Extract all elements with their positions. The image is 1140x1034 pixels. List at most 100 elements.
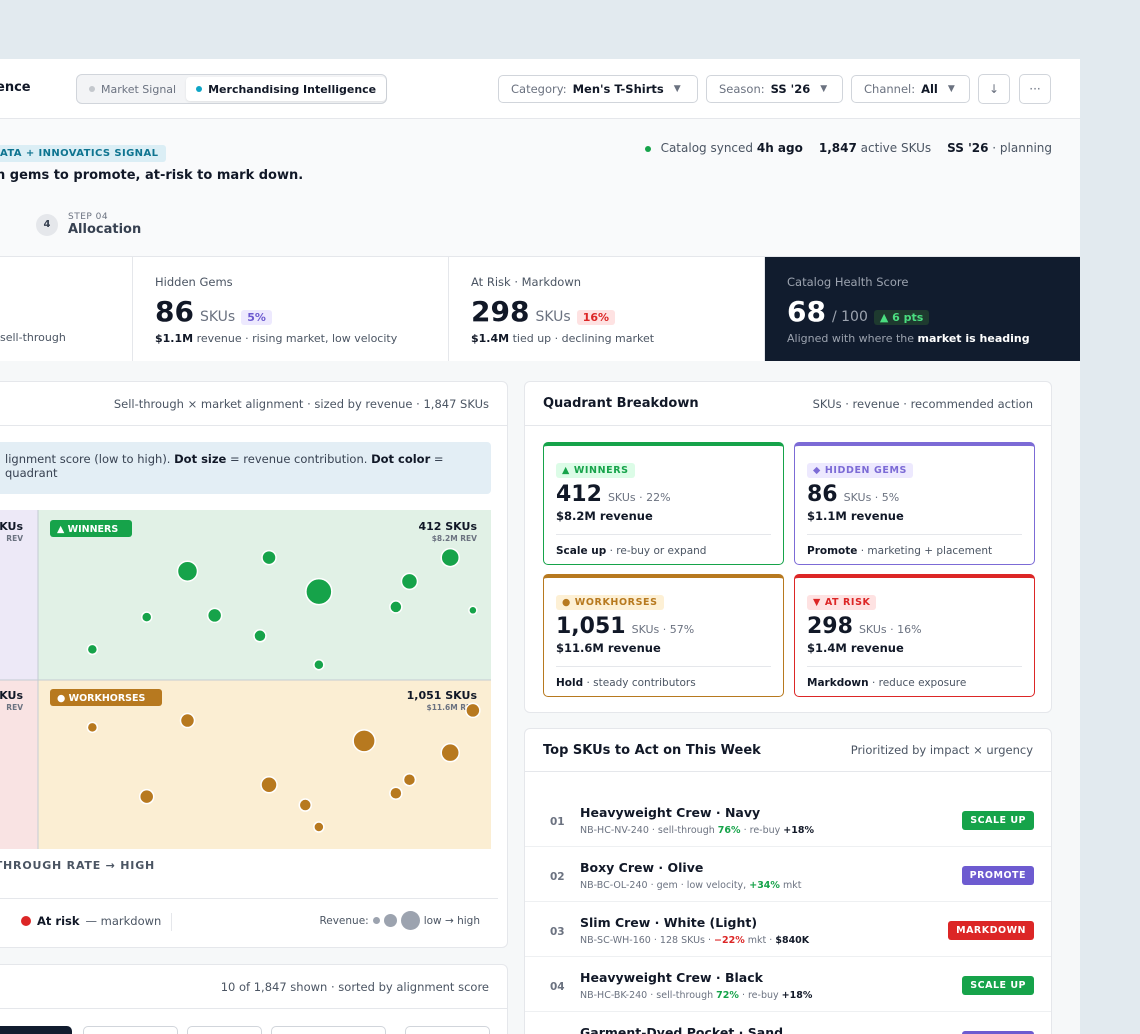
tab-market-signal[interactable]: Market Signal (79, 77, 186, 101)
more-button[interactable]: ··· (1019, 74, 1051, 104)
kpi-value-row: 68 / 100 ▲ 6 pts (787, 295, 1058, 328)
sku-meta-metric: 76% (717, 825, 741, 836)
kpi-label: Hidden Gems (155, 275, 233, 289)
download-button[interactable]: ↓ (978, 74, 1010, 104)
legend-desc: — markdown (85, 914, 162, 928)
workhorses-sku-point[interactable] (298, 798, 313, 812)
kpi-strip: sell-through Hidden Gems 86 SKUs 5% $1.1… (0, 256, 1080, 361)
filter-label: Category: (511, 82, 567, 96)
winners-sku-point[interactable] (468, 605, 478, 616)
season-status: SS '26 · planning (947, 141, 1052, 155)
kpi-sub: sell-through (0, 331, 66, 344)
status-dot-icon (644, 146, 651, 152)
action-label: Hold (556, 677, 584, 689)
workhorses-sku-point[interactable] (86, 721, 99, 734)
sku-row[interactable]: 01 Heavyweight Crew · Navy NB-HC-NV-240 · … (525, 792, 1051, 847)
sync-time: 4h ago (756, 141, 803, 155)
sku-name: Heavyweight Crew · Navy (580, 805, 761, 820)
workhorses-sku-point[interactable] (138, 788, 155, 805)
winners-sku-point[interactable] (206, 607, 223, 624)
sync-status: Catalog synced 4h ago 1,847 active SKUs … (644, 141, 1052, 155)
season-filter[interactable]: Season: SS '26 ▼ (706, 75, 843, 103)
winners-rev: $8.2M REV (432, 534, 477, 543)
winners-sku-point[interactable] (313, 658, 325, 671)
sku-meta-metric: 72% (716, 990, 739, 1001)
kpi-sub-text: Aligned with where the (787, 332, 915, 345)
top-bar: ence Market Signal Merchandising Intelli… (0, 59, 1080, 119)
hidden-gems-count: KUs (0, 520, 23, 533)
quadrant-meta: SKUs · 16% (858, 623, 922, 636)
filter-chip[interactable] (271, 1026, 386, 1034)
action-badge[interactable]: SCALE UP (962, 811, 1034, 830)
quadrant-card[interactable]: ● WORKHORSES 1,051 SKUs · 57% $11.6M revenu… (543, 574, 784, 697)
quadrant-card[interactable]: ▲ WINNERS 412 SKUs · 22% $8.2M revenue Scale… (543, 442, 784, 565)
at-risk-count: KUs (0, 689, 23, 702)
sku-name: Boxy Crew · Olive (580, 860, 704, 875)
winners-sku-point[interactable] (400, 572, 419, 591)
revenue-label: Revenue: (319, 914, 369, 927)
quadrant-card[interactable]: ◆ HIDDEN GEMS 86 SKUs · 5% $1.1M revenue Pro… (794, 442, 1035, 565)
quadrant-card[interactable]: ▼ AT RISK 298 SKUs · 16% $1.4M revenue Markd… (794, 574, 1035, 697)
workhorses-sku-point[interactable] (260, 776, 278, 794)
quadrant-action: Markdown · reduce exposure (807, 666, 1022, 689)
quadrant-meta: SKUs · 5% (843, 491, 900, 504)
workhorses-sku-point[interactable] (389, 786, 403, 800)
winners-sku-point[interactable] (305, 577, 333, 606)
filter-label: Channel: (864, 82, 916, 96)
workhorses-sku-point[interactable] (440, 742, 460, 763)
winners-sku-point[interactable] (140, 611, 153, 623)
sku-meta: NB-SC-WH-160 · 128 SKUs · −22% mkt · $84… (580, 935, 809, 946)
tab-merchandising-intelligence[interactable]: Merchandising Intelligence (186, 77, 387, 101)
workhorses-sku-point[interactable] (313, 821, 325, 833)
quadrant-value-row: 298 SKUs · 16% (807, 614, 1022, 639)
tab-label: Market Signal (101, 82, 177, 96)
quadrant-revenue: $1.1M revenue (807, 509, 904, 523)
filter-chip[interactable] (83, 1026, 178, 1034)
sku-name: Heavyweight Crew · Black (580, 970, 763, 985)
active-count: 1,847 (818, 141, 857, 155)
action-badge[interactable]: SCALE UP (962, 976, 1034, 995)
sku-row[interactable]: 03 Slim Crew · White (Light) NB-SC-WH-160 … (525, 902, 1051, 957)
filter-chip[interactable] (405, 1026, 490, 1034)
sku-row[interactable]: 04 Heavyweight Crew · Black NB-HC-BK-240 ·… (525, 957, 1051, 1012)
action-badge[interactable]: PROMOTE (961, 1031, 1034, 1034)
quadrant-tag: ▼ AT RISK (807, 595, 877, 610)
winners-sku-point[interactable] (389, 600, 403, 614)
winners-sku-point[interactable] (253, 629, 267, 643)
quadrant-revenue: $8.2M revenue (556, 509, 653, 523)
action-desc: · re-buy or expand (609, 545, 707, 557)
winners-sku-point[interactable] (261, 549, 277, 566)
revenue-size-legend: Revenue: low → high (319, 911, 480, 930)
filter-chip[interactable] (187, 1026, 262, 1034)
workhorses-sku-point[interactable] (352, 729, 376, 753)
winners-quadrant (38, 510, 491, 680)
winners-sku-point[interactable] (440, 547, 460, 568)
chevron-down-icon: ▼ (947, 84, 955, 94)
kpi-value: 86 (155, 295, 194, 328)
card-header: Top SKUs to Act on This Week Prioritized… (525, 729, 1051, 772)
action-badge[interactable]: MARKDOWN (948, 921, 1034, 940)
sku-meta-text: · re-buy (743, 825, 781, 836)
quadrant-value-row: 86 SKUs · 5% (807, 482, 1022, 507)
kpi-card-health-score: Catalog Health Score 68 / 100 ▲ 6 pts Al… (765, 257, 1080, 361)
quadrant-action: Scale up · re-buy or expand (556, 534, 771, 557)
workhorses-sku-point[interactable] (465, 702, 481, 719)
channel-filter[interactable]: Channel: All ▼ (851, 75, 970, 103)
kpi-pct-badge: 5% (241, 310, 272, 325)
filter-chip-active[interactable] (0, 1026, 72, 1034)
winners-sku-point[interactable] (86, 643, 99, 656)
sku-row[interactable]: 02 Boxy Crew · Olive NB-BC-OL-240 · gem · … (525, 847, 1051, 902)
sku-meta-text: mkt · (747, 935, 773, 946)
sku-meta-metric: +34% (749, 880, 780, 891)
workhorses-sku-point[interactable] (179, 712, 196, 729)
workhorses-sku-point[interactable] (402, 772, 417, 787)
step-number: 4 (36, 213, 58, 236)
sku-meta-text: NB-BC-OL-240 · gem · low velocity, (580, 880, 747, 891)
kpi-sub-value: $1.4M (471, 332, 510, 345)
sku-row[interactable]: 05Garment-Dyed Pocket · Sand PROMOTE (525, 1012, 1051, 1034)
step-allocation[interactable]: 4 STEP 04 Allocation (36, 212, 141, 237)
category-filter[interactable]: Category: Men's T-Shirts ▼ (498, 75, 698, 103)
action-badge[interactable]: PROMOTE (961, 866, 1034, 885)
legend-dot-icon (21, 916, 31, 926)
winners-sku-point[interactable] (176, 560, 199, 582)
